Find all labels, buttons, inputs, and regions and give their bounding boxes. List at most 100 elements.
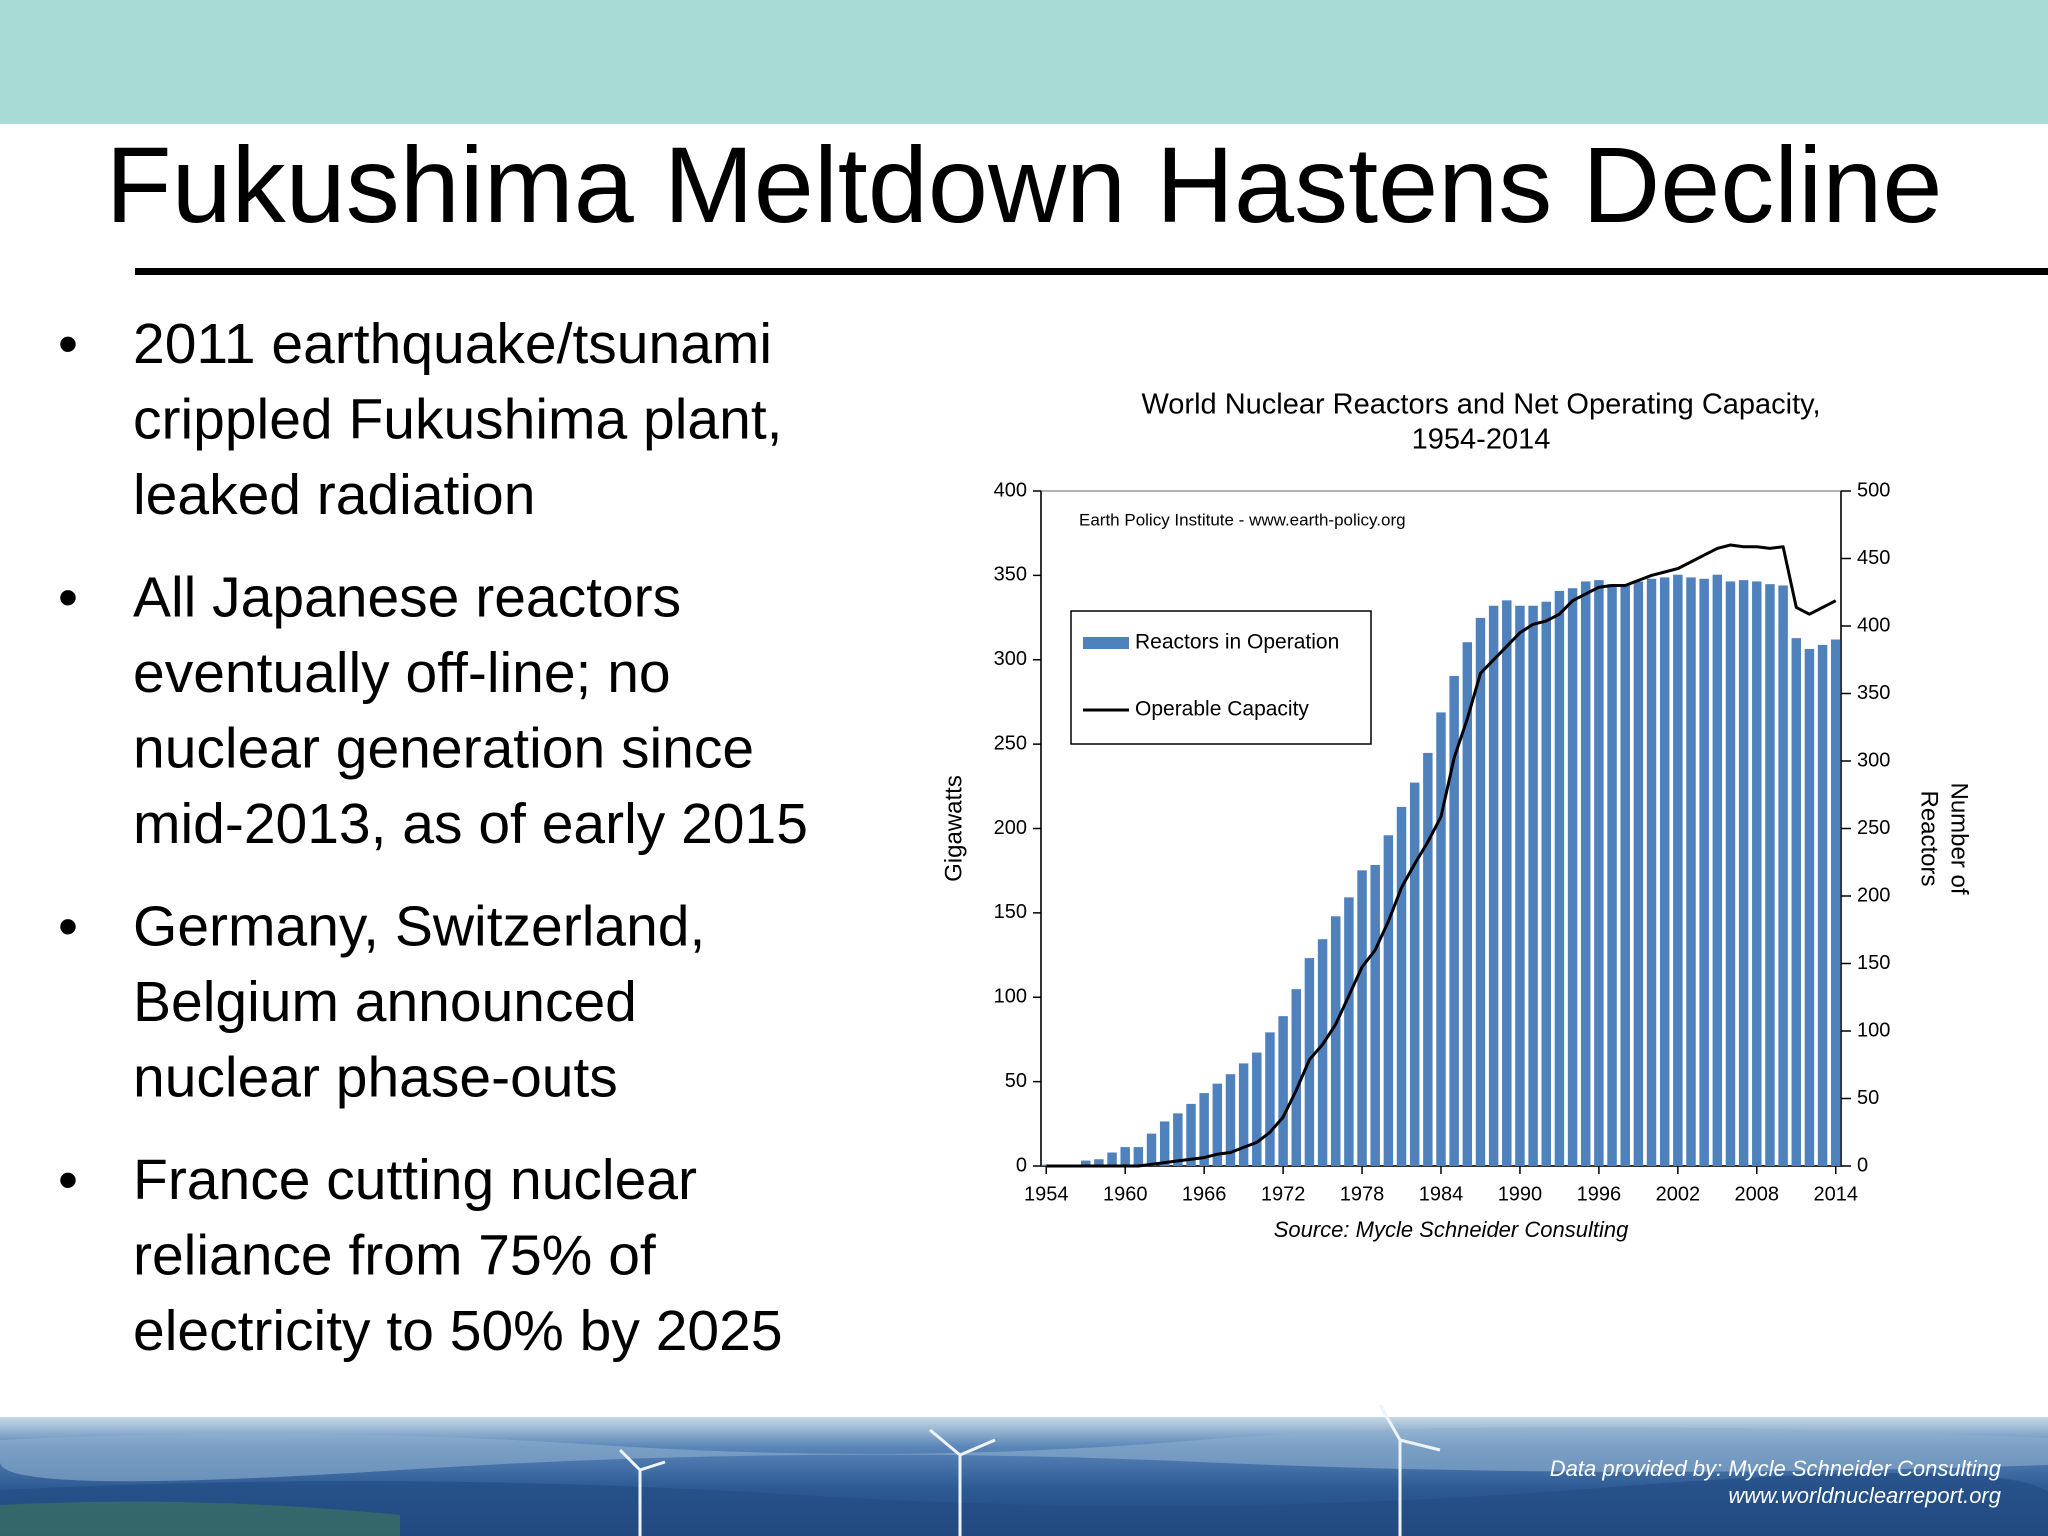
bar	[1738, 580, 1749, 1166]
y2-tick-label: 0	[1857, 1154, 1868, 1176]
chart-title: World Nuclear Reactors and Net Operating…	[1141, 389, 1820, 421]
bar	[1475, 617, 1486, 1166]
line-series	[1046, 543, 1837, 1168]
bar	[1831, 639, 1841, 1166]
chart: World Nuclear Reactors and Net Operating…	[940, 389, 1972, 1242]
x-tick-label: 1960	[1103, 1183, 1148, 1205]
footer-credit: Data provided by: Mycle Schneider Consul…	[1550, 1456, 2002, 1481]
bar	[1804, 648, 1815, 1166]
y2-axis-label: Number of	[1946, 782, 1973, 894]
bar	[1370, 864, 1380, 1166]
x-tick-label: 1954	[1024, 1183, 1069, 1205]
bar	[1607, 584, 1617, 1166]
footer-image	[0, 1404, 2048, 1536]
bar	[1712, 574, 1723, 1166]
bar	[1212, 1083, 1223, 1166]
x-tick-label: 1966	[1182, 1183, 1227, 1205]
bar	[1041, 1164, 1051, 1166]
bar	[1699, 578, 1709, 1166]
bar	[1554, 590, 1565, 1166]
chart-title: 1954-2014	[1412, 424, 1551, 456]
y2-tick-label: 50	[1857, 1087, 1879, 1109]
bullet-text: leaked radiation	[133, 463, 535, 527]
bar	[1120, 1147, 1130, 1166]
x-tick-label: 1996	[1577, 1183, 1622, 1205]
bar	[1278, 1016, 1288, 1166]
bullet-text: crippled Fukushima plant,	[133, 388, 783, 452]
bullet-text: France cutting nuclear	[133, 1148, 697, 1212]
slide-title: Fukushima Meltdown Hastens Decline	[106, 124, 1943, 245]
bullet-text: All Japanese reactors	[133, 566, 681, 630]
title-rule	[135, 268, 2048, 275]
y2-tick-label: 200	[1857, 884, 1890, 906]
x-tick-label: 1978	[1340, 1183, 1385, 1205]
bar	[1159, 1121, 1170, 1166]
bar	[1488, 605, 1499, 1166]
y-tick-label: 100	[994, 986, 1027, 1008]
bullet-dot: •	[58, 312, 78, 376]
bar	[1265, 1032, 1275, 1166]
bar	[1238, 1063, 1249, 1166]
bar	[1423, 752, 1433, 1166]
bar	[1752, 581, 1762, 1166]
x-tick-label: 2014	[1813, 1183, 1858, 1205]
x-tick-label: 1972	[1261, 1183, 1306, 1205]
bar	[1620, 585, 1630, 1166]
bar	[1409, 782, 1420, 1166]
bar	[1646, 578, 1657, 1166]
bar	[1778, 585, 1788, 1166]
bullet-dot: •	[58, 1148, 78, 1212]
bullet-text: Belgium announced	[133, 970, 637, 1034]
bar	[1094, 1159, 1104, 1166]
y-tick-label: 300	[994, 648, 1027, 670]
bar	[1252, 1052, 1262, 1166]
chart-source: Source: Mycle Schneider Consulting	[1274, 1217, 1629, 1242]
bar	[1173, 1113, 1183, 1166]
bullet-text: eventually off-line; no	[133, 641, 671, 705]
legend-label: Operable Capacity	[1135, 698, 1309, 721]
bar	[1344, 897, 1354, 1166]
y-tick-label: 50	[1005, 1070, 1027, 1092]
x-tick-label: 2002	[1656, 1183, 1701, 1205]
bullet-text: reliance from 75% of	[133, 1224, 656, 1288]
y2-tick-label: 350	[1857, 682, 1890, 704]
bar	[1383, 835, 1394, 1166]
y2-axis-label: Reactors	[1916, 790, 1943, 886]
bar	[1502, 600, 1512, 1166]
bullet-text: Germany, Switzerland,	[133, 895, 705, 959]
bullet-dot: •	[58, 895, 78, 959]
bar	[1673, 574, 1683, 1166]
bullet-text: electricity to 50% by 2025	[133, 1299, 783, 1363]
bar	[1331, 916, 1341, 1166]
bar	[1567, 588, 1578, 1166]
bar	[1133, 1147, 1144, 1166]
bar	[1449, 675, 1459, 1166]
bar	[1186, 1103, 1196, 1166]
top-band	[0, 0, 2048, 124]
y2-tick-label: 250	[1857, 817, 1890, 839]
bullet-text: 2011 earthquake/tsunami	[133, 312, 772, 376]
bar	[1107, 1152, 1117, 1166]
bullet-list: • 2011 earthquake/tsunami crippled Fukushi…	[58, 312, 808, 1363]
bar	[1594, 580, 1604, 1166]
y-tick-label: 350	[994, 564, 1027, 586]
bar	[1686, 577, 1696, 1166]
y-tick-label: 400	[994, 479, 1027, 501]
bar	[1199, 1093, 1209, 1166]
y-tick-label: 250	[994, 732, 1027, 754]
bar	[1541, 601, 1551, 1166]
y2-tick-label: 400	[1857, 614, 1890, 636]
legend-box	[1070, 610, 1372, 745]
x-tick-label: 2008	[1735, 1183, 1780, 1205]
y2-tick-label: 100	[1857, 1019, 1890, 1041]
bar	[1081, 1160, 1091, 1166]
bar	[1633, 581, 1644, 1166]
legend-swatch	[1083, 637, 1129, 649]
bar	[1725, 581, 1736, 1166]
bullet-text: mid-2013, as of early 2015	[133, 792, 808, 856]
y-tick-label: 200	[994, 817, 1027, 839]
legend-label: Reactors in Operation	[1135, 631, 1339, 654]
chart-annotation: Earth Policy Institute - www.earth-polic…	[1079, 510, 1406, 529]
